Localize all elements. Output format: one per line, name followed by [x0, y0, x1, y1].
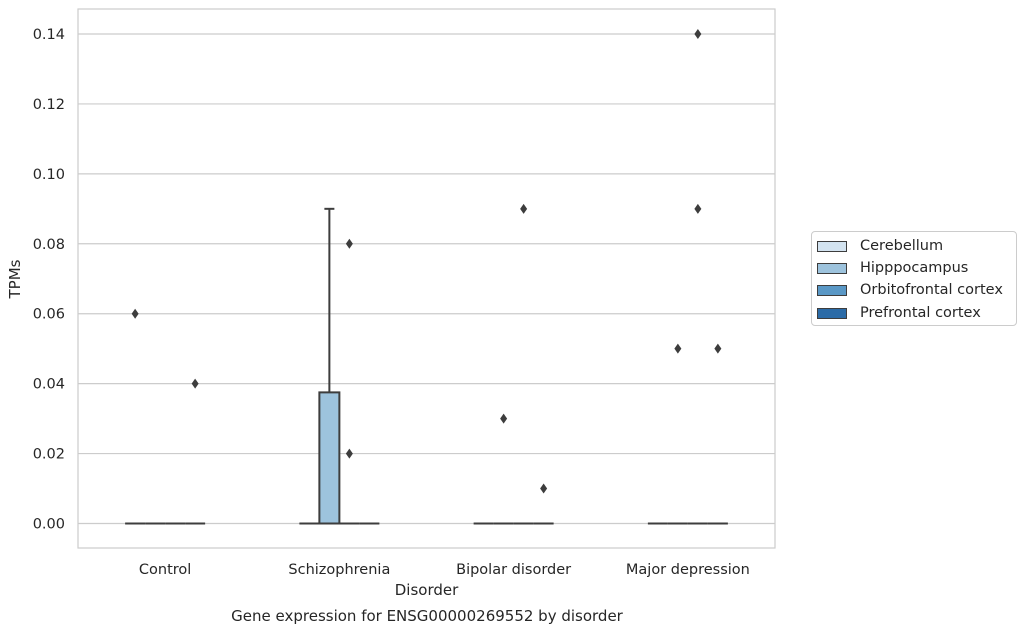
box-hipppocampus [667, 343, 688, 525]
legend-item-cerebellum: Cerebellum [817, 237, 943, 255]
box-orbitofrontal-cortex [513, 203, 534, 525]
x-tick-label: Control [139, 562, 191, 578]
legend-swatch [817, 262, 847, 274]
y-tick-labels: 0.00 0.02 0.04 0.06 0.08 0.10 0.12 0.14 [33, 27, 65, 533]
plot-frame [77, 8, 776, 549]
legend-label: Cerebellum [860, 238, 944, 254]
outlier-point [191, 378, 199, 389]
x-tick-label: Major depression [626, 562, 750, 578]
outlier-point [694, 203, 702, 214]
x-tick-label: Bipolar disorder [456, 562, 571, 578]
y-tick-label: 0.02 [33, 447, 65, 463]
legend-label: Orbitofrontal cortex [860, 282, 1003, 298]
y-tick-label: 0.00 [33, 517, 65, 533]
outlier-point [345, 448, 353, 459]
outlier-point [131, 308, 139, 319]
outlier-point [520, 203, 528, 214]
box-body [318, 391, 341, 525]
box-prefrontal-cortex [533, 483, 554, 525]
y-tick-label: 0.04 [33, 377, 65, 393]
grid [78, 33, 775, 525]
legend-item-orbitofrontal-cortex: Orbitofrontal cortex [817, 281, 1003, 299]
outlier-point [674, 343, 682, 354]
box-prefrontal-cortex [185, 378, 206, 525]
outlier-point [694, 29, 702, 39]
y-tick-label: 0.10 [33, 167, 65, 183]
outlier-point [540, 483, 548, 494]
legend-label: Hipppocampus [860, 260, 969, 276]
box-hipppocampus [493, 413, 514, 525]
box-hipppocampus [318, 207, 341, 525]
x-tick-labels: Control Schizophrenia Bipolar disorder Majo… [139, 562, 750, 578]
legend-swatch [817, 284, 847, 296]
legend-label: Prefrontal cortex [860, 305, 981, 321]
box-orbitofrontal-cortex [339, 238, 360, 525]
outlier-point [345, 238, 353, 249]
legend-swatch [817, 240, 847, 252]
y-axis-label: TPMs [6, 259, 24, 299]
x-tick-label: Schizophrenia [288, 562, 390, 578]
y-tick-label: 0.12 [33, 97, 65, 113]
box-cerebellum [125, 308, 146, 525]
figure-caption: Gene expression for ENSG00000269552 by d… [231, 607, 623, 625]
y-tick-label: 0.14 [33, 27, 65, 43]
x-axis-label: Disorder [395, 581, 459, 599]
y-tick-label: 0.08 [33, 237, 65, 253]
boxes [125, 29, 728, 525]
box-orbitofrontal-cortex [687, 29, 708, 525]
legend-item-hippocampus: Hipppocampus [817, 259, 968, 277]
box-prefrontal-cortex [707, 343, 728, 525]
legend: Cerebellum Hipppocampus Orbitofrontal co… [811, 231, 1017, 326]
legend-swatch [817, 307, 847, 319]
y-tick-label: 0.06 [33, 307, 65, 323]
outlier-point [714, 343, 722, 354]
legend-item-prefrontal-cortex: Prefrontal cortex [817, 304, 981, 322]
outlier-point [500, 413, 508, 424]
